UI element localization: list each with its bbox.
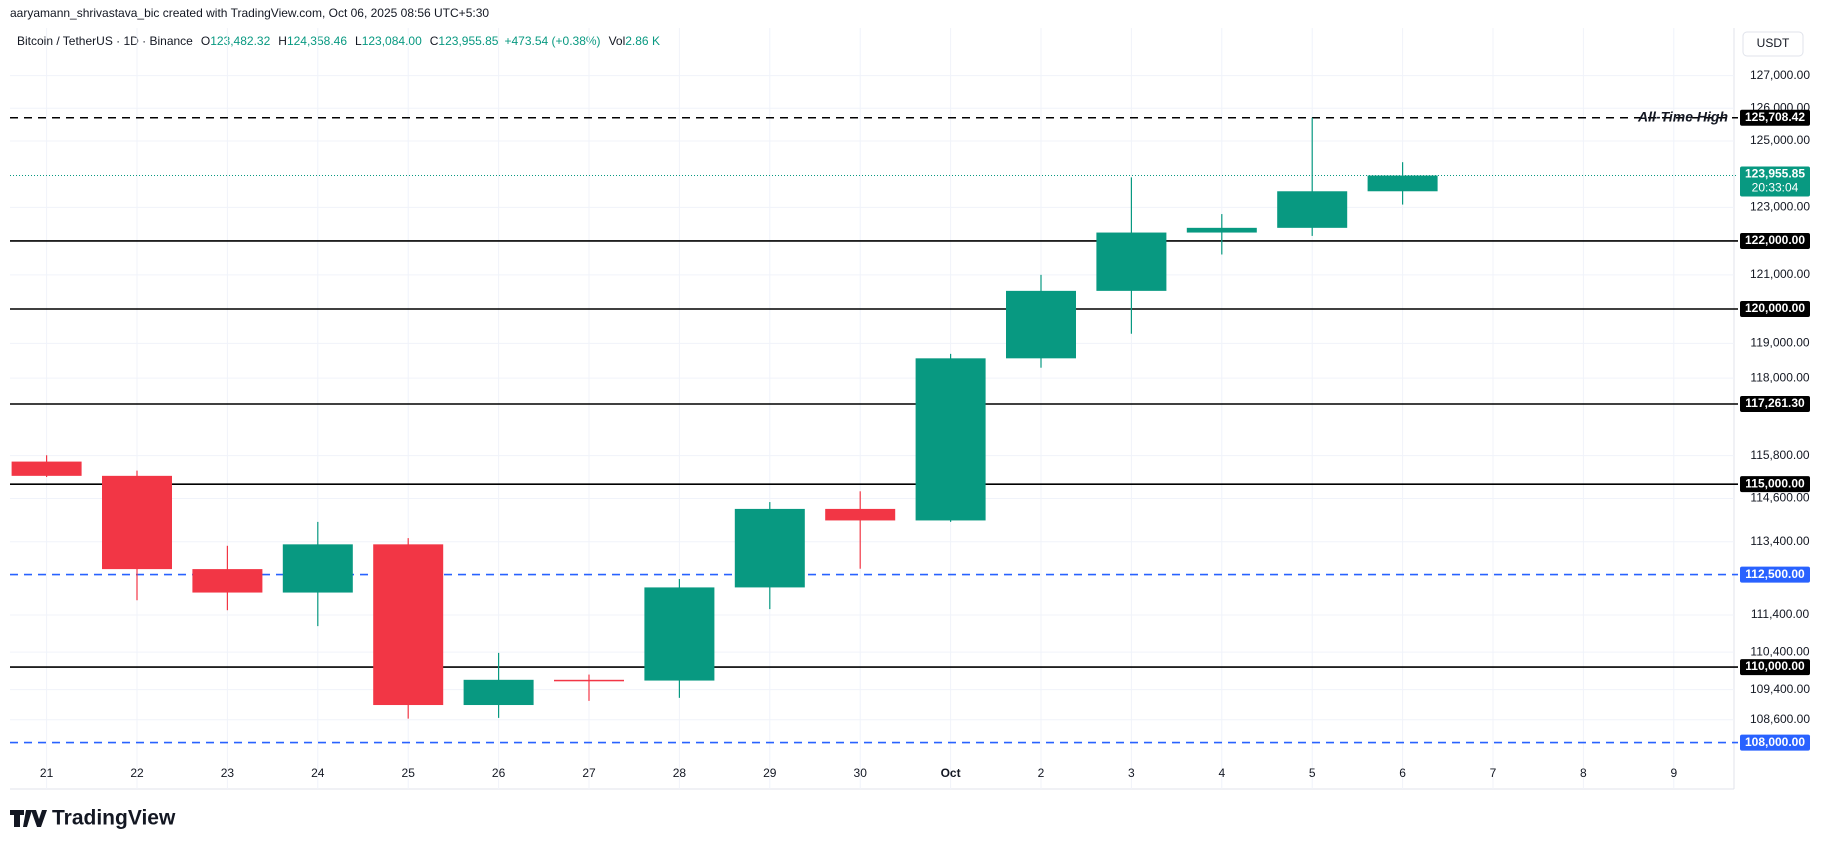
x-tick-label: 6 (1399, 766, 1406, 780)
y-tick-label: 110,400.00 (1750, 644, 1809, 658)
level-annotation: All-Time High (1637, 108, 1728, 124)
x-tick-label: 28 (673, 766, 687, 780)
candle-body (734, 508, 805, 588)
candle-body (192, 569, 263, 593)
x-tick-label: 9 (1670, 766, 1677, 780)
volume-key: Vol (609, 34, 626, 48)
candle-body (463, 679, 534, 706)
y-tick-label: 119,000.00 (1750, 336, 1809, 350)
symbol: Bitcoin / TetherUS · 1D · Binance (17, 34, 193, 48)
level-tag (1740, 734, 1810, 751)
x-tick-label: 4 (1218, 766, 1225, 780)
y-tick-label: 125,000.00 (1750, 133, 1810, 147)
candle-body (644, 587, 715, 681)
x-tick-label: 7 (1490, 766, 1497, 780)
level-label: 125,708.42 (1745, 110, 1805, 124)
last-price-label: 123,955.85 (1745, 167, 1805, 181)
y-tick-label: 109,400.00 (1750, 682, 1810, 696)
candle-body (554, 679, 624, 682)
x-tick-label: 26 (492, 766, 506, 780)
ohlc-key: H (278, 34, 287, 48)
candle-body (1006, 290, 1076, 359)
candle-body (1186, 227, 1257, 233)
level-tag (1740, 566, 1810, 583)
candle-body (102, 475, 172, 570)
level-tag (1740, 476, 1810, 493)
x-tick-label: 8 (1580, 766, 1587, 780)
ohlc-value: 123,955.85 (438, 34, 498, 48)
x-tick-label: Oct (941, 766, 961, 780)
level-label: 115,000.00 (1745, 476, 1805, 490)
ohlc-value: 123,482.32 (210, 34, 270, 48)
x-tick-label: 25 (402, 766, 416, 780)
candle-body (282, 544, 353, 593)
candle-body (1096, 232, 1167, 291)
candle-body (11, 461, 82, 476)
x-tick-label: 2 (1038, 766, 1045, 780)
candle-body (825, 508, 896, 521)
y-tick-label: 113,400.00 (1750, 534, 1809, 548)
change: +473.54 (+0.38%) (504, 34, 600, 48)
volume: 2.86 K (625, 34, 660, 48)
y-tick-label: 115,800.00 (1750, 448, 1809, 462)
x-tick-label: 5 (1309, 766, 1316, 780)
ohlc-key: L (355, 34, 362, 48)
y-tick-label: 121,000.00 (1750, 267, 1810, 281)
level-label: 117,261.30 (1745, 396, 1805, 410)
ohlc-key: O (201, 34, 210, 48)
x-tick-label: 3 (1128, 766, 1135, 780)
x-tick-label: 23 (221, 766, 235, 780)
candle-body (1277, 191, 1348, 228)
candle-body (373, 544, 444, 706)
level-label: 112,500.00 (1745, 567, 1805, 581)
currency: USDT (1757, 36, 1790, 50)
x-tick-label: 29 (763, 766, 777, 780)
y-tick-label: 114,600.00 (1750, 491, 1809, 505)
logo: TradingView (10, 807, 176, 830)
y-tick-label: 118,000.00 (1750, 370, 1809, 384)
level-tag (1740, 109, 1810, 126)
level-tag (1740, 396, 1810, 413)
y-tick-label: 127,000.00 (1750, 68, 1810, 82)
level-label: 120,000.00 (1745, 301, 1805, 315)
x-tick-label: 22 (130, 766, 144, 780)
logo-text: TradingView (52, 807, 176, 830)
attribution: aaryamann_shrivastava_bic created with T… (10, 6, 489, 20)
candle-body (1367, 175, 1438, 192)
countdown: 20:33:04 (1752, 181, 1799, 195)
level-label: 122,000.00 (1745, 233, 1805, 247)
ohlc-value: 124,358.46 (287, 34, 347, 48)
y-tick-label: 111,400.00 (1751, 607, 1810, 621)
ohlc-value: 123,084.00 (362, 34, 422, 48)
level-tag (1740, 300, 1810, 317)
level-label: 108,000.00 (1745, 735, 1805, 749)
ohlc-key: C (430, 34, 439, 48)
level-tag (1740, 232, 1810, 249)
header: Bitcoin / TetherUS · 1D · Binance O123,48… (17, 34, 660, 48)
x-tick-label: 24 (311, 766, 325, 780)
last-price-tag (1740, 166, 1810, 197)
currency-box (1742, 31, 1804, 57)
level-label: 110,000.00 (1745, 659, 1805, 673)
x-tick-label: 27 (582, 766, 596, 780)
y-tick-label: 123,000.00 (1750, 200, 1810, 214)
y-tick-label: 108,600.00 (1750, 712, 1810, 726)
candle-body (915, 358, 986, 521)
x-tick-label: 21 (40, 766, 54, 780)
level-tag (1740, 659, 1810, 676)
x-tick-label: 30 (854, 766, 868, 780)
